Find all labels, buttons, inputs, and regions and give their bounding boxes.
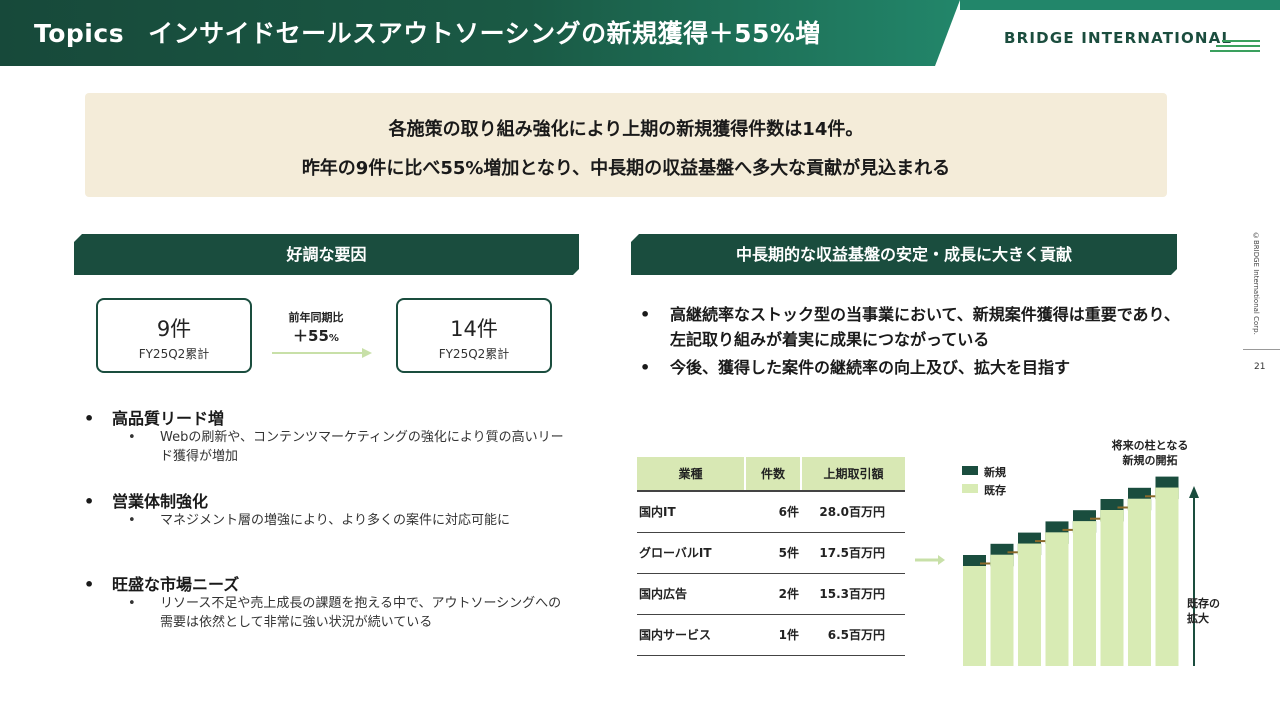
table-row: 国内サービス 1件 6.5百万円 [637,614,905,656]
legend-existing-swatch [962,484,978,493]
vertical-arrow-head [1189,486,1199,498]
bar-new-segment [990,543,1014,555]
factor-3-title: • 旺盛な市場ニーズ [84,575,240,594]
bar-existing-segment [990,554,1014,666]
company-logo: BRIDGE INTERNATIONAL [1004,29,1233,47]
header-accent-band [960,0,1280,10]
bar-existing-segment [1155,487,1179,666]
bar-existing-segment [1073,521,1096,666]
bar-new-segment [1018,532,1041,544]
legend-existing-label: 既存 [984,484,1006,497]
previous-period: FY25Q2累計 [138,347,210,361]
logo-lines-icon [1208,40,1260,60]
page-title: Topics インサイドセールスアウトソーシングの新規獲得＋55%増 [34,14,821,50]
bar-new-segment [1100,499,1124,510]
legend-new-label: 新規 [984,466,1006,479]
annotation-existing-expand: 既存の 拡大 [1187,597,1220,625]
table-row: グローバルIT 5件 17.5百万円 [637,532,905,574]
page-number: 21 [1254,362,1266,372]
bar-new-segment [1073,510,1096,522]
bar-new-segment [1128,487,1151,499]
current-count-box: 14件 FY25Q2累計 [396,298,552,373]
summary-box: 各施策の取り組み強化により上期の新規獲得件数は14件。 昨年の9件に比べ55%増… [85,93,1167,197]
current-period: FY25Q2累計 [438,347,510,361]
section-header-factors: 好調な要因 [74,234,579,275]
legend-new-swatch [962,466,978,475]
compare-label: 前年同期比 [288,311,344,324]
industry-table: 業種 件数 上期取引額 国内IT 6件 28.0百万円 グローバルIT 5件 17.5百… [637,457,905,656]
annotation-new-pillar: 将来の柱となる 新規の開拓 [1111,439,1189,467]
previous-count: 9件 [156,317,192,341]
bar-existing-segment [1045,532,1069,666]
growth-bars [915,476,1199,666]
bar-existing-segment [1018,543,1041,666]
current-count: 14件 [450,317,498,341]
topics-label: Topics [34,19,125,48]
side-divider [1243,349,1280,350]
bar-new-segment [1155,476,1179,488]
table-header-industry: 業種 [637,457,746,492]
compare-value: ＋55% [293,327,339,345]
section-header-growth: 中長期的な収益基盤の安定・成長に大きく貢献 [631,234,1177,275]
table-header-count: 件数 [745,457,802,492]
copyright-text: ©BRIDGE International Corp. [1252,232,1260,335]
bar-new-segment [1045,521,1069,533]
summary-line-2: 昨年の9件に比べ55%増加となり、中長期の収益基盤へ多大な貢献が見込まれる [301,158,951,179]
growth-illustration: 将来の柱となる 新規の開拓 新規 既存 既存の 拡大 [905,430,1235,680]
factor-2-title: • 営業体制強化 [84,492,209,511]
header-bar [0,0,960,66]
bar-new-segment [963,555,986,566]
summary-line-1: 各施策の取り組み強化により上期の新規獲得件数は14件。 [388,119,864,140]
pointer-arrow-head [938,555,945,565]
factor-1-title: • 高品質リード増 [84,409,225,428]
table-row: 国内IT 6件 28.0百万円 [637,491,905,533]
bar-existing-segment [963,566,986,666]
table-row: 国内広告 2件 15.3百万円 [637,573,905,615]
bar-existing-segment [1100,510,1124,666]
title-text: インサイドセールスアウトソーシングの新規獲得＋55%増 [148,19,821,48]
compare-arrow-icon [272,348,372,358]
bar-existing-segment [1128,498,1151,666]
previous-count-box: 9件 FY25Q2累計 [96,298,252,373]
table-header-amount: 上期取引額 [801,457,905,492]
